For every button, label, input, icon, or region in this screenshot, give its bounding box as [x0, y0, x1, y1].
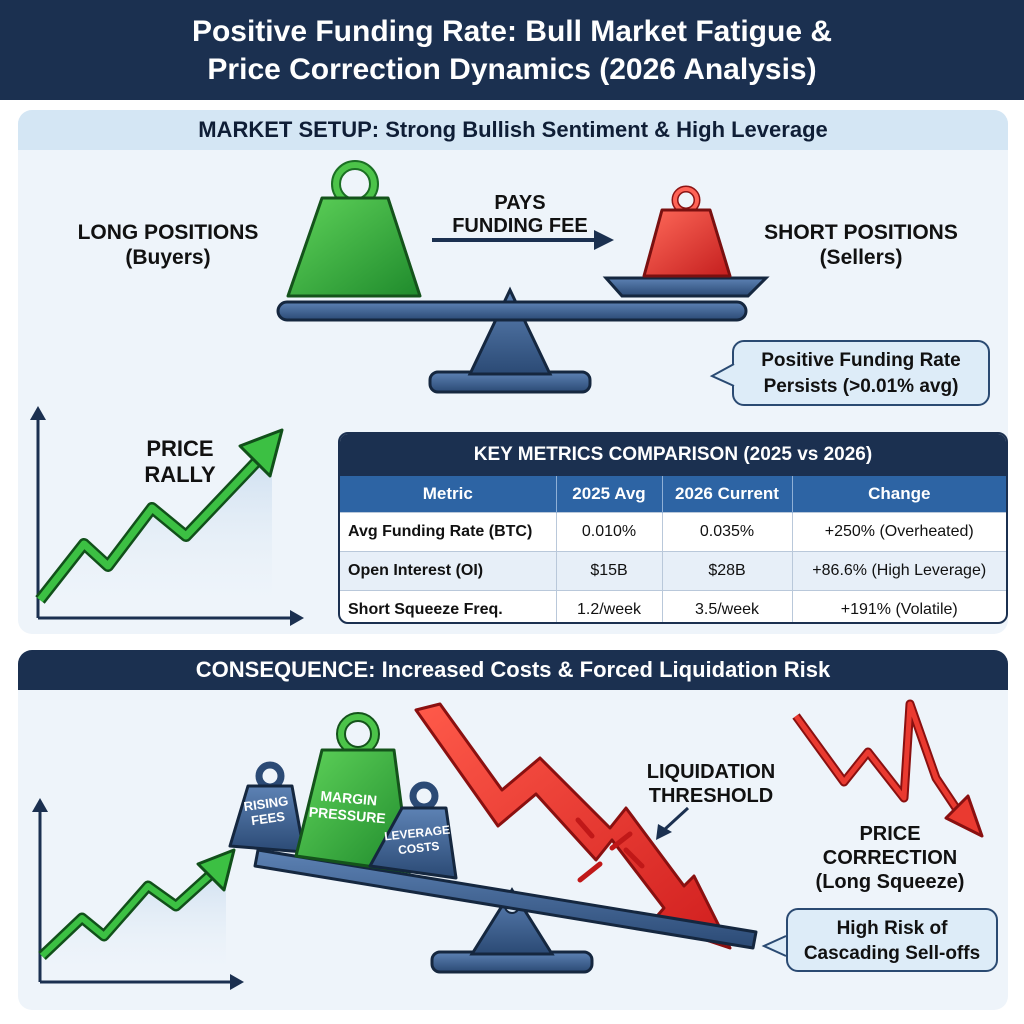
rally-area-fill: [40, 450, 272, 616]
column-header: Metric: [340, 476, 557, 513]
table-cell: +86.6% (High Leverage): [792, 551, 1006, 591]
pays-label-line-2: FUNDING FEE: [452, 215, 588, 237]
chart-axes: [30, 406, 304, 626]
table-title: KEY METRICS COMPARISON (2025 vs 2026): [340, 434, 1006, 476]
long-weight-icon: [286, 160, 422, 298]
table-cell: +250% (Overheated): [792, 512, 1006, 552]
pays-arrow-icon: [432, 230, 614, 250]
price-rally-chart: [30, 406, 304, 626]
funding-callout-line-1: Positive Funding Rate: [761, 350, 961, 371]
liquidation-line-1: LIQUIDATION: [646, 761, 776, 783]
liquidation-pointer-icon: [656, 806, 690, 840]
page-title-line-2: Price Correction Dynamics (2026 Analysis…: [207, 53, 817, 86]
table-row: Open Interest (OI) $15B $28B +86.6% (Hig…: [340, 551, 1006, 591]
short-positions-title: SHORT POSITIONS: [764, 221, 958, 244]
short-weight-icon: [642, 185, 732, 278]
short-positions-sub: (Sellers): [819, 246, 903, 269]
column-header: 2026 Current: [662, 476, 793, 513]
table-header-row: Metric 2025 Avg 2026 Current Change: [340, 476, 1006, 513]
title-banner: Positive Funding Rate: Bull Market Fatig…: [0, 0, 1024, 100]
table-row: Avg Funding Rate (BTC) 0.010% 0.035% +25…: [340, 512, 1006, 552]
rally-label-line-1: PRICE: [146, 436, 214, 461]
cascading-risk-callout: High Risk of Cascading Sell-offs: [786, 908, 998, 972]
table-cell: $28B: [662, 551, 793, 591]
liquidation-line-2: THRESHOLD: [648, 785, 774, 807]
market-setup-header: MARKET SETUP: Strong Bullish Sentiment &…: [18, 110, 1008, 150]
seesaw-beam: [276, 300, 748, 322]
seesaw-illustration-setup: [276, 160, 770, 394]
short-positions-label: SHORT POSITIONS (Sellers): [752, 220, 970, 270]
leverage-costs-weight-icon: [368, 781, 458, 880]
metrics-table-grid: Metric 2025 Avg 2026 Current Change Avg …: [340, 476, 1006, 622]
long-positions-label: LONG POSITIONS (Buyers): [66, 220, 270, 270]
correction-line-2: CORRECTION: [822, 847, 958, 869]
liquidation-threshold-label: LIQUIDATION THRESHOLD: [636, 760, 786, 808]
short-tray: [602, 276, 770, 298]
risk-callout-line-2: Cascading Sell-offs: [803, 943, 981, 964]
table-cell: +191% (Volatile): [792, 590, 1006, 622]
funding-rate-callout: Positive Funding Rate Persists (>0.01% a…: [732, 340, 990, 406]
table-cell: 3.5/week: [662, 590, 793, 622]
fulcrum-base: [428, 286, 592, 394]
tilted-seesaw-beam: [253, 848, 758, 950]
funding-callout-line-2: Persists (>0.01% avg): [763, 376, 959, 397]
page-title-line-1: Positive Funding Rate: Bull Market Fatig…: [191, 15, 833, 48]
table-cell: $15B: [556, 551, 663, 591]
rally-arrow-icon: [35, 428, 284, 604]
table-cell: Avg Funding Rate (BTC): [340, 512, 557, 552]
fulcrum-base-consequence: [430, 887, 594, 974]
column-header: Change: [792, 476, 1006, 513]
consequence-header: CONSEQUENCE: Increased Costs & Forced Li…: [18, 650, 1008, 690]
price-rally-label: PRICE RALLY: [138, 436, 222, 488]
long-positions-title: LONG POSITIONS: [77, 221, 259, 244]
consequence-illustration: [32, 699, 984, 990]
break-shards: [575, 817, 645, 883]
rally-label-line-2: RALLY: [144, 462, 216, 487]
table-cell: 0.010%: [556, 512, 663, 552]
long-positions-sub: (Buyers): [125, 246, 211, 269]
correction-line-3: (Long Squeeze): [815, 871, 965, 893]
column-header: 2025 Avg: [556, 476, 663, 513]
risk-callout-pointer-icon: [761, 935, 787, 957]
pays-label-line-1: PAYS: [494, 192, 546, 214]
price-correction-arrow-icon: [792, 699, 984, 838]
margin-pressure-weight-icon: [294, 712, 412, 874]
table-cell: 0.035%: [662, 512, 793, 552]
rising-mini-chart: [32, 798, 244, 990]
callout-pointer-icon: [709, 363, 735, 387]
table-row: Short Squeeze Freq. 1.2/week 3.5/week +1…: [340, 590, 1006, 622]
table-cell: 1.2/week: [556, 590, 663, 622]
price-correction-label: PRICE CORRECTION (Long Squeeze): [796, 822, 984, 894]
risk-callout-line-1: High Risk of: [836, 918, 948, 939]
correction-line-1: PRICE: [859, 823, 921, 845]
table-cell: Open Interest (OI): [340, 551, 557, 591]
key-metrics-table: KEY METRICS COMPARISON (2025 vs 2026) Me…: [338, 432, 1008, 624]
pays-funding-fee-label: PAYS FUNDING FEE: [440, 192, 600, 238]
table-cell: Short Squeeze Freq.: [340, 590, 557, 622]
crash-arrow-icon: [414, 702, 732, 950]
